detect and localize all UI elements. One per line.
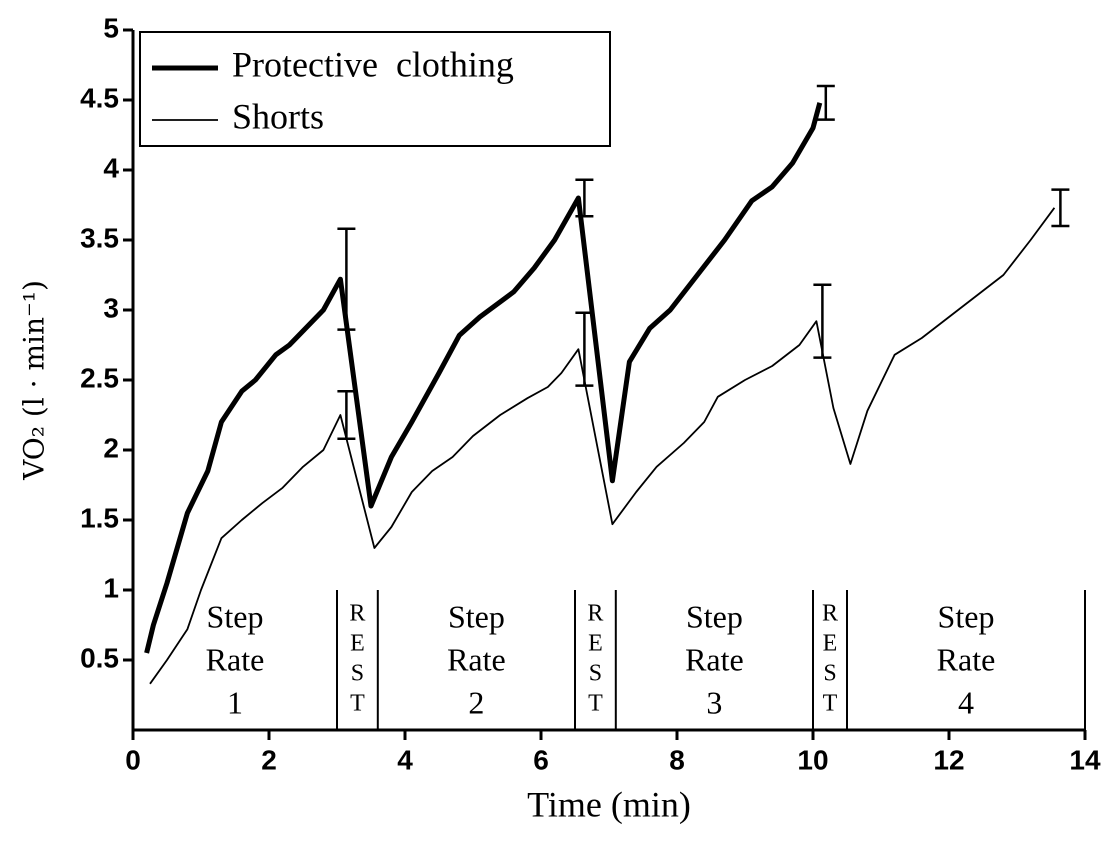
region-label: R [822,601,838,627]
error-bar [575,311,594,387]
legend-label: Protective clothing [232,44,514,84]
x-tick-label: 2 [261,744,277,775]
region-label: 3 [706,684,722,720]
region-label: E [588,631,603,657]
y-tick-label: 2 [103,432,119,463]
region-label: Rate [685,641,744,677]
y-tick-label: 4 [103,152,119,183]
y-tick-label: 2.5 [80,362,119,393]
x-tick-label: 14 [1069,744,1101,775]
error-bar [337,389,356,441]
x-tick-label: 0 [125,744,141,775]
region-label: Step [686,598,743,634]
region-label: 4 [958,684,974,720]
region-label: E [350,631,365,657]
region-label: T [350,691,365,717]
legend-label: Shorts [232,96,324,136]
data-line [144,102,823,654]
y-tick-label: 1 [103,572,119,603]
region-label: Step [938,598,995,634]
x-tick-label: 6 [533,744,549,775]
legend-box [139,31,611,147]
region-label: Step [207,598,264,634]
region-label: R [349,601,365,627]
x-tick-label: 10 [797,744,828,775]
region-label: Rate [447,641,506,677]
region-label: Rate [937,641,996,677]
region-label: Rate [206,641,265,677]
x-tick-label: 4 [397,744,413,775]
y-tick-label: 3 [103,292,119,323]
y-tick-label: 0.5 [80,642,119,673]
error-bar [816,84,835,121]
data-line [149,207,1056,685]
error-bar [1051,188,1070,228]
region-label: 2 [468,684,484,720]
y-tick-label: 3.5 [80,222,119,253]
region-label: R [587,601,603,627]
region-label: S [589,661,602,687]
y-tick-label: 4.5 [80,82,119,113]
error-bar [337,227,356,331]
region-label: T [823,691,838,717]
x-axis-label: Time (min) [527,784,691,824]
region-label: Step [448,598,505,634]
x-tick-label: 8 [669,744,685,775]
region-label: S [823,661,836,687]
region-label: 1 [227,684,243,720]
region-label: E [823,631,838,657]
region-label: T [588,691,603,717]
y-axis-label: VO₂ (l · min⁻¹) [18,280,51,481]
error-bar [813,283,832,359]
y-tick-label: 5 [103,12,119,43]
error-bar [575,178,594,218]
x-tick-label: 12 [933,744,964,775]
y-tick-label: 1.5 [80,502,119,533]
region-label: S [351,661,364,687]
